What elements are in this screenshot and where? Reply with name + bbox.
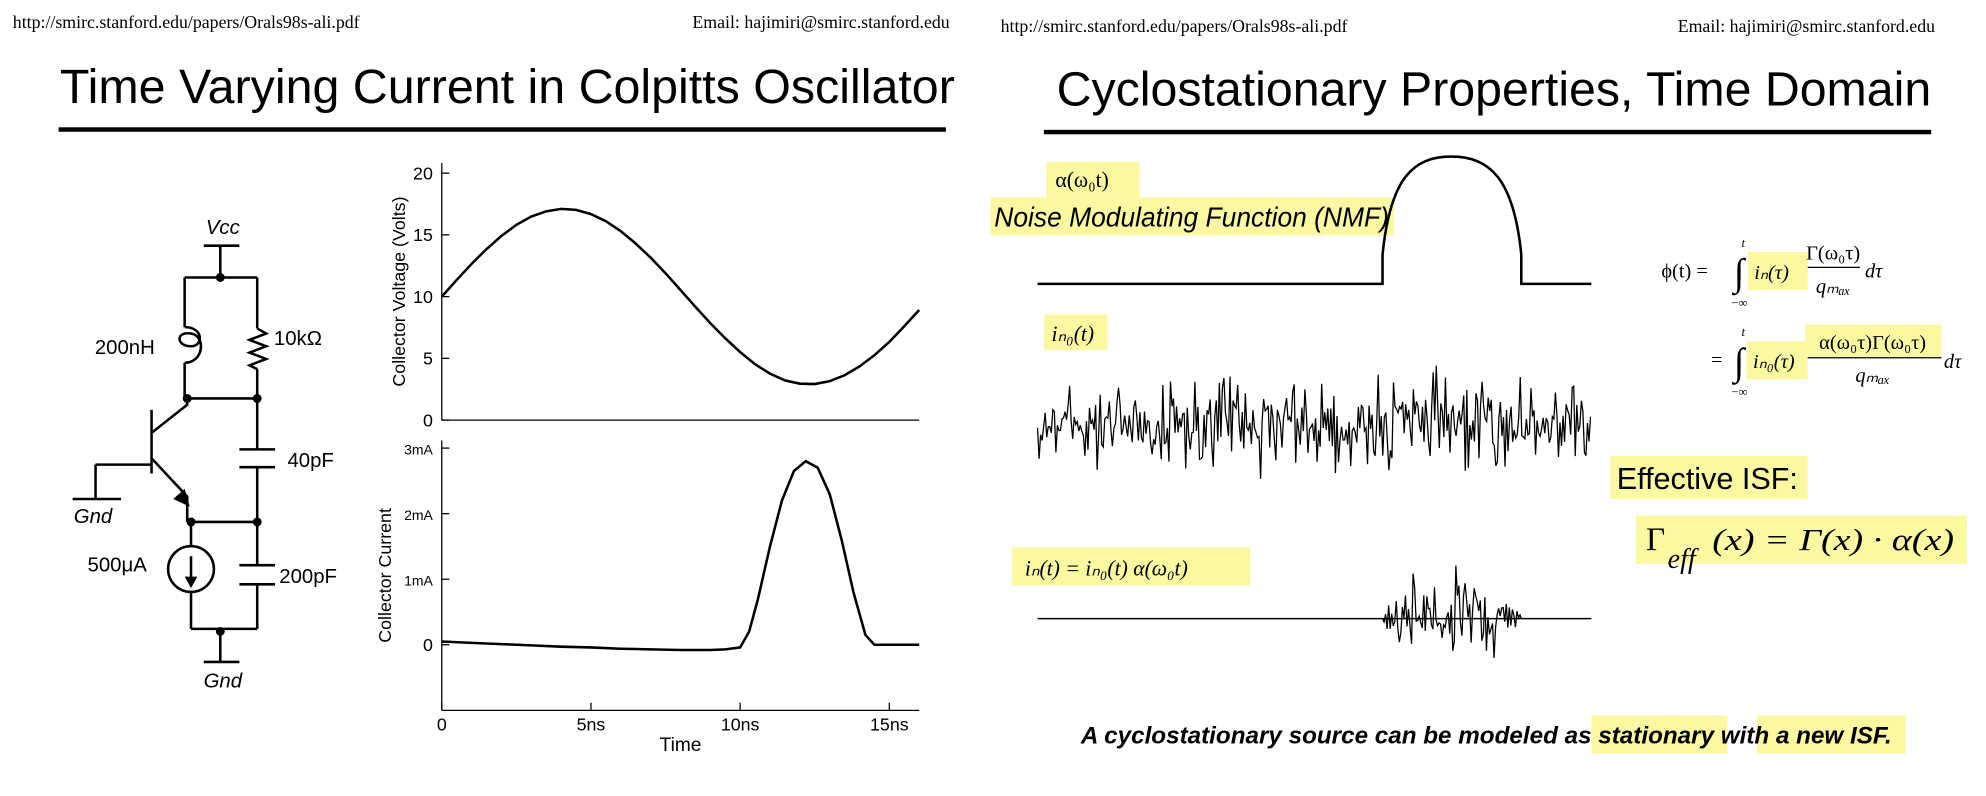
nmf-label: α(ω₀t): [1055, 168, 1109, 192]
eq-source: iₙ₀(τ): [1753, 351, 1795, 373]
x-tick-label: 0: [437, 715, 447, 735]
source-label: 500μA: [88, 555, 148, 577]
eq-source: iₙ(τ): [1754, 262, 1789, 284]
nmf-waveform: [1037, 155, 1592, 286]
data-line: [441, 459, 920, 652]
y-tick-label: 0: [423, 635, 433, 655]
product-label: iₙ(t) = iₙ₀(t) α(ω₀t): [1025, 556, 1188, 580]
y-tick-label: 2mA: [404, 507, 433, 523]
caption: A cyclostationary source can be modeled …: [1080, 722, 1892, 749]
cap2-label: 200pF: [279, 566, 337, 588]
eq-lhs: =: [1711, 350, 1722, 372]
eq-limit: t: [1742, 236, 1746, 250]
x-tick-label: 5ns: [577, 715, 606, 735]
noise-label: iₙ₀(t): [1052, 322, 1095, 346]
highlight: [1591, 715, 1728, 754]
y-axis-label: Collector Current: [375, 508, 395, 643]
highlight: [1746, 341, 1808, 380]
y-tick-label: 0: [423, 410, 433, 430]
x-tick-label: 15ns: [870, 715, 909, 735]
eq-differential: dτ: [1944, 351, 1962, 373]
header-email: Email: hajimiri@smirc.stanford.edu: [1678, 16, 1935, 36]
eq-limit: −∞: [1731, 385, 1747, 399]
eq-rest: (x) = Γ(x) · α(x): [1712, 523, 1954, 557]
y-tick-label: 5: [423, 349, 433, 369]
y-tick-label: 10: [413, 287, 433, 307]
eq-differential: dτ: [1865, 261, 1883, 283]
title-rule: [58, 127, 946, 132]
highlight: [1747, 252, 1808, 291]
eq-symbol: Γ: [1646, 522, 1665, 558]
x-tick-label: 10ns: [721, 715, 760, 735]
gnd-label: Gnd: [204, 670, 243, 692]
slide-title: Time Varying Current in Colpitts Oscilla…: [60, 60, 955, 114]
highlight: [1610, 455, 1808, 500]
eq-denominator: qₘₐₓ: [1816, 276, 1851, 298]
y-tick-label: 15: [413, 225, 433, 245]
modulated-noise: [1381, 565, 1522, 659]
highlight: [1012, 547, 1251, 586]
y-tick-label: 1mA: [404, 573, 433, 589]
eq-numerator: Γ(ω₀τ): [1806, 243, 1860, 265]
header-url: http://smirc.stanford.edu/papers/Orals98…: [1001, 16, 1348, 36]
highlight: [1635, 515, 1967, 564]
highlight: [1756, 715, 1906, 754]
eq-integral: ∫: [1732, 341, 1747, 385]
noise-waveform: [1036, 365, 1592, 479]
eq-subscript: eff: [1668, 544, 1699, 575]
resistor-label: 10kΩ: [274, 328, 322, 350]
title-rule: [1043, 129, 1932, 135]
y-tick-label: 3mA: [404, 441, 433, 457]
y-tick-label: 20: [413, 163, 433, 183]
highlight: [1043, 314, 1108, 351]
eq-lhs: ϕ(t) =: [1661, 261, 1708, 283]
cap1-label: 40pF: [287, 450, 333, 472]
eq-limit: −∞: [1731, 296, 1747, 310]
header-email: Email: hajimiri@smirc.stanford.edu: [692, 12, 949, 32]
x-axis-label: Time: [660, 735, 702, 756]
circuit: [72, 244, 276, 664]
highlight: [1046, 161, 1140, 198]
eq-numerator: α(ω₀τ)Γ(ω₀τ): [1819, 332, 1926, 354]
inductor-label: 200nH: [95, 337, 155, 359]
highlight: [1805, 324, 1942, 358]
highlight: [990, 197, 1394, 236]
data-line: [440, 207, 921, 386]
eq-integral: ∫: [1732, 252, 1747, 296]
effective-heading: Effective ISF:: [1617, 462, 1798, 496]
vcc-label: Vcc: [206, 217, 240, 239]
header-url: http://smirc.stanford.edu/papers/Orals98…: [13, 12, 360, 32]
eq-denominator: qₘₐₓ: [1855, 365, 1890, 387]
gnd-label: Gnd: [74, 506, 113, 528]
y-axis-label: Collector Voltage (Volts): [389, 196, 409, 386]
nmf-name: Noise Modulating Function (NMF): [994, 202, 1389, 233]
eq-limit: t: [1742, 325, 1746, 339]
slide-title: Cyclostationary Properties, Time Domain: [1057, 63, 1932, 117]
